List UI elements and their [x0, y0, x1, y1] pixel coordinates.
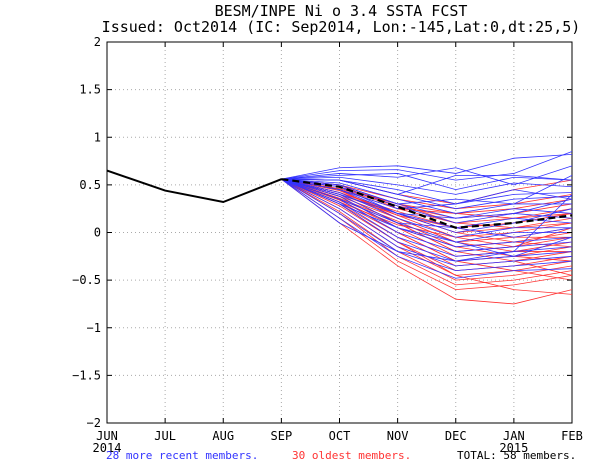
series-line-recent-25 [281, 178, 573, 233]
series-line-recent-23 [281, 174, 573, 205]
series-line-recent-05 [281, 176, 573, 195]
series-line-recent-26 [281, 178, 573, 238]
series-line-recent-19 [281, 178, 573, 272]
y-tick-label: −1 [87, 321, 101, 335]
x-tick-label: SEP [271, 429, 293, 443]
y-tick-label: 2 [94, 35, 101, 49]
series-line-recent-27 [281, 178, 573, 257]
y-tick-label: 0.5 [79, 178, 101, 192]
series-line-recent-01 [281, 153, 573, 180]
x-year-label: 2014 [93, 441, 122, 455]
x-tick-label: JUL [154, 429, 176, 443]
series-line-oldest-17 [281, 178, 573, 281]
series-line-recent-22 [281, 174, 573, 195]
series-line-oldest-10 [281, 178, 573, 248]
x-tick-label: JAN [503, 429, 525, 443]
series-line-recent-12 [281, 178, 572, 238]
series-line-oldest-01 [281, 178, 573, 205]
series-line-recent-13 [281, 178, 572, 243]
chart-subtitle: Issued: Oct2014 (IC: Sep2014, Lon:-145,L… [102, 18, 581, 36]
y-tick-label: 1 [94, 130, 101, 144]
x-tick-label: DEC [445, 429, 467, 443]
series-line-oldest-29 [281, 178, 573, 229]
y-tick-label: −1.5 [72, 368, 101, 382]
series-line-recent-04 [281, 173, 573, 191]
x-tick-label: FEB [561, 429, 583, 443]
ensemble-mean-line [281, 178, 573, 229]
x-tick-label: JUN [96, 429, 118, 443]
series-line-recent-06 [281, 178, 573, 205]
x-year-label: 2015 [499, 441, 528, 455]
series-line-recent-02 [281, 151, 573, 181]
series-line-recent-24 [281, 178, 573, 210]
legend-oldest-members: 30 oldest members. [292, 449, 412, 462]
series-line-recent-20 [281, 178, 573, 279]
series-line-recent-16 [281, 178, 573, 257]
series-line-recent-03 [281, 165, 573, 186]
x-tick-label: AUG [212, 429, 234, 443]
series-line-recent-14 [281, 178, 573, 248]
legend-total-members: TOTAL: 58 members. [457, 449, 577, 462]
y-tick-label: −2 [87, 416, 101, 430]
chart-title: BESM/INPE Ni o 3.4 SSTA FCST [215, 2, 468, 20]
series-line-oldest-30 [281, 178, 572, 238]
observed-line [106, 169, 282, 204]
y-tick-label: −0.5 [72, 273, 101, 287]
x-tick-label: NOV [387, 429, 409, 443]
y-tick-label: 0 [94, 226, 101, 240]
y-tick-label: 1.5 [79, 83, 101, 97]
legend-recent-members: 28 more recent members. [106, 449, 259, 462]
series-line-recent-21 [281, 178, 573, 262]
x-tick-label: OCT [329, 429, 351, 443]
series-line-oldest-15 [281, 178, 573, 272]
